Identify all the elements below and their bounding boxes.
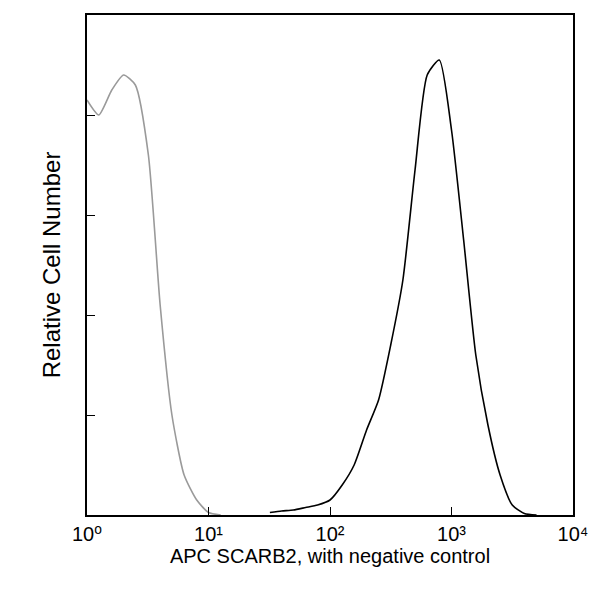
svg-text:Relative Cell Number: Relative Cell Number bbox=[38, 152, 65, 379]
svg-text:10⁰: 10⁰ bbox=[72, 523, 102, 545]
svg-text:10⁴: 10⁴ bbox=[558, 523, 589, 545]
svg-text:APC SCARB2, with negative cont: APC SCARB2, with negative control bbox=[170, 545, 490, 567]
svg-text:10³: 10³ bbox=[437, 523, 466, 545]
svg-text:10¹: 10¹ bbox=[194, 523, 223, 545]
svg-text:10²: 10² bbox=[316, 523, 345, 545]
